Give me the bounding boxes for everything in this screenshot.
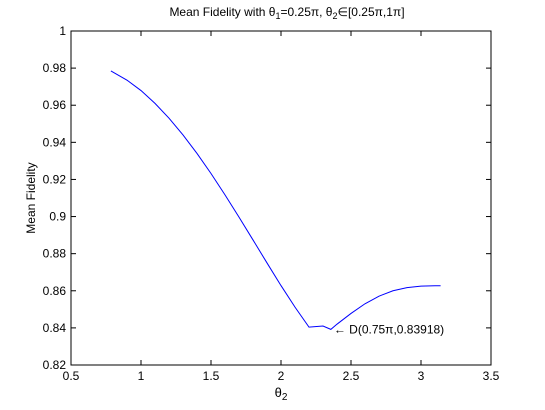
y-tick-label: 0.82: [43, 358, 67, 372]
plot-area: [70, 30, 492, 366]
x-axis-label: θ2: [275, 385, 288, 403]
y-tick-label: 0.96: [43, 98, 67, 112]
y-tick-label: 0.84: [43, 321, 67, 335]
chart-title: Mean Fidelity with θ1=0.25π, θ2∈[0.25π,1…: [169, 5, 404, 21]
x-tick-label: 0.5: [63, 369, 80, 383]
annotation-min-point: ← D(0.75π,0.83918): [334, 322, 444, 336]
y-tick-label: 0.92: [43, 172, 67, 186]
series-layer: [110, 70, 441, 330]
y-tick-label: 1: [59, 24, 66, 38]
x-tick-label: 2: [278, 369, 285, 383]
y-tick-label: 0.88: [43, 247, 67, 261]
x-tick-label: 1: [138, 369, 145, 383]
annotation-layer: ← D(0.75π,0.83918): [334, 322, 444, 336]
x-tick-label: 3: [418, 369, 425, 383]
y-tick-label: 0.86: [43, 284, 67, 298]
x-axis-ticks: 0.5 1 1.5 2 2.5 3 3.5: [63, 31, 500, 383]
series-line: [110, 70, 441, 330]
y-tick-label: 0.94: [43, 135, 67, 149]
x-tick-label: 2.5: [343, 369, 360, 383]
x-tick-label: 3.5: [483, 369, 500, 383]
y-tick-label: 0.9: [49, 210, 66, 224]
y-tick-label: 0.98: [43, 61, 67, 75]
y-axis-ticks: 0.82 0.84 0.86 0.88 0.9 0.92 0.94 0.96 0.98 1: [43, 24, 491, 372]
y-axis-label: Mean Fidelity: [24, 162, 38, 233]
x-tick-label: 1.5: [203, 369, 220, 383]
